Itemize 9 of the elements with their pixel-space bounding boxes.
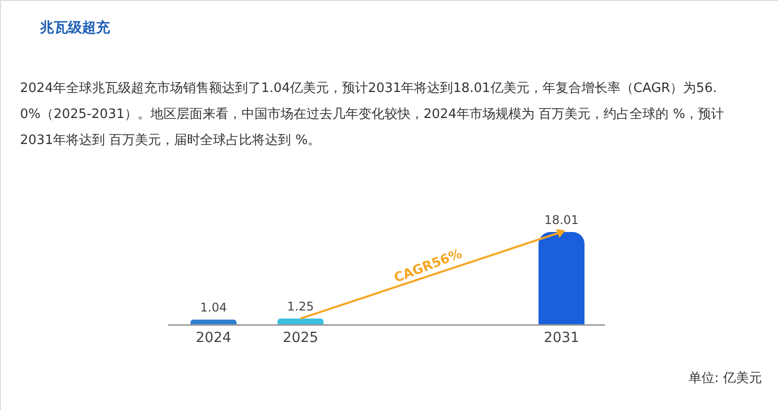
chart-title: 兆瓦级超充 xyxy=(39,19,111,36)
text: 单位: 亿美元 xyxy=(688,370,762,386)
data-label: 1.04 xyxy=(200,300,227,315)
data-label: 1.25 xyxy=(287,300,314,314)
x-tick-label: 2031 xyxy=(544,330,580,346)
x-tick-label: 2025 xyxy=(282,330,318,346)
chart-subtitle: 2024年全球兆瓦级超充市场销售额达到了1.04亿美元，预计2031年将达到18.01亿美元，年复合增长率（CAGR）为56.0%（2025-2031）。地区层面来看，中国市场在过去几年变化较快，2024年市场规模为 百万美元，约占全球的 %，预计2031年将达到 百万美元，届时全球占比将达到 %。 xyxy=(20,80,724,148)
x-tick-label: 2024 xyxy=(196,330,232,346)
data-label: 18.01 xyxy=(544,213,579,227)
